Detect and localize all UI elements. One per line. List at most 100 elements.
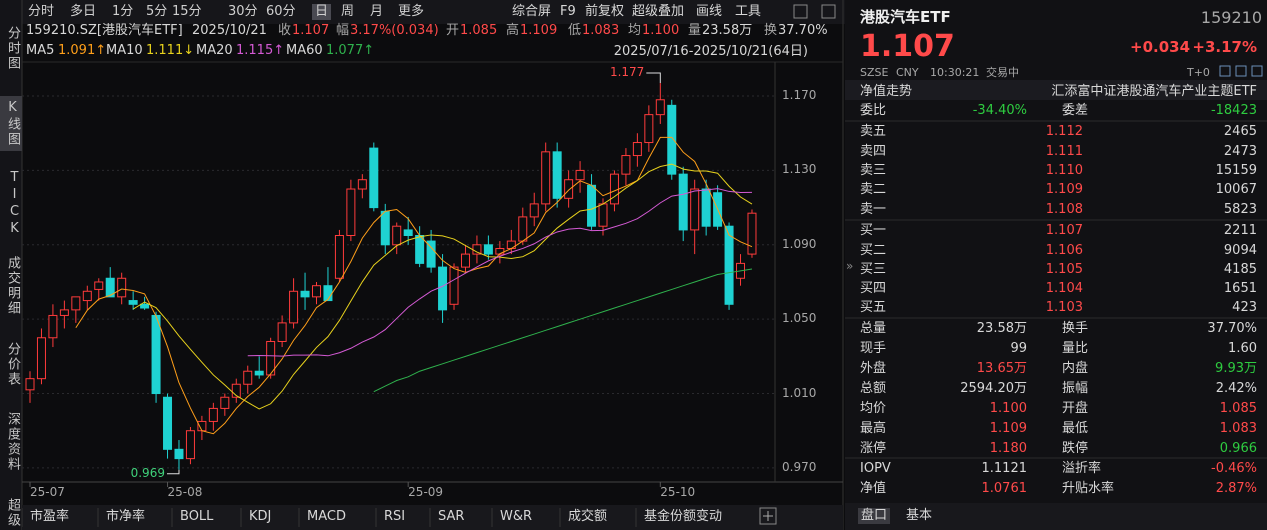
field-value: 1.109 [520, 23, 558, 38]
candle-body [575, 169, 585, 181]
candle-body [59, 309, 69, 316]
candle-body [25, 378, 35, 391]
stat-label: 委差 [1062, 103, 1089, 118]
field-value: 1.085 [460, 23, 498, 38]
timeframe-tab[interactable]: 周 [341, 4, 355, 19]
book-volume: 5823 [1223, 202, 1257, 217]
side-tab[interactable]: 分时图 [5, 26, 20, 71]
candle-body [163, 396, 173, 450]
y-tick-label: 1.090 [782, 236, 817, 251]
timeframe-tab[interactable]: 日 [312, 4, 332, 20]
field-value: 3.17%(0.034) [350, 23, 439, 38]
field-value: 37.70% [778, 23, 828, 38]
side-tab[interactable]: 深度资料 [5, 412, 20, 472]
panel-icon[interactable] [1251, 65, 1263, 77]
candle-body [724, 225, 734, 305]
stat-label: 跌停 [1062, 441, 1089, 456]
timeframe-tab[interactable]: 5分 [146, 4, 168, 19]
book-level: 卖四 [860, 144, 887, 159]
add-tab-button[interactable] [759, 507, 777, 525]
collapse-arrow[interactable]: » [846, 259, 853, 273]
toolbar-icon[interactable] [821, 4, 836, 19]
timeframe-tab[interactable]: 月 [370, 4, 384, 19]
timeframe-tab[interactable]: 60分 [266, 4, 296, 19]
panel-icon[interactable] [1219, 65, 1231, 77]
toolbar-button[interactable]: 画线 [696, 4, 723, 19]
stat-label: 换手 [1062, 321, 1089, 336]
candle-body [621, 155, 631, 175]
timeframe-tab[interactable]: 多日 [70, 4, 97, 19]
candle-body [529, 203, 539, 218]
indicator-tab[interactable]: RSI [384, 509, 406, 524]
indicator-tab[interactable]: 成交额 [568, 509, 608, 524]
field-value: 1.100 [642, 23, 680, 38]
book-level: 买三 [860, 262, 887, 277]
side-tab[interactable]: K线图 [0, 96, 22, 151]
indicator-tab[interactable]: 市净率 [106, 509, 146, 524]
candle-body [483, 244, 493, 255]
indicator-tab[interactable]: SAR [438, 509, 465, 524]
candle-body [644, 114, 654, 144]
side-tab[interactable]: 分价表 [5, 342, 20, 387]
candle-body [518, 216, 528, 242]
candle-body [655, 99, 665, 116]
timeframe-tab[interactable]: 1分 [112, 4, 134, 19]
x-tick-label: 25-08 [167, 485, 203, 499]
candle-body [300, 290, 310, 298]
x-tick-label: 25-10 [660, 485, 696, 499]
toolbar-button[interactable]: 工具 [735, 4, 762, 19]
toolbar-button[interactable]: 超级叠加 [632, 4, 685, 19]
candle-body [460, 253, 470, 268]
field-value: 1.083 [582, 23, 620, 38]
indicator-tab[interactable]: BOLL [180, 509, 214, 524]
stat-label: 委比 [860, 103, 887, 118]
stat-value: 0.966 [1219, 441, 1257, 456]
candle-body [632, 142, 642, 157]
candle-body [71, 296, 81, 311]
book-level: 卖五 [860, 124, 887, 139]
panel-icon[interactable] [1235, 65, 1247, 77]
stat-value: 37.70% [1207, 321, 1257, 336]
ma-name: MA20 [196, 43, 233, 58]
stat-value: 2594.20万 [960, 381, 1027, 396]
timeframe-tab[interactable]: 分时 [28, 4, 55, 19]
stat-value: 9.93万 [1215, 361, 1257, 376]
book-price: 1.110 [1045, 163, 1083, 178]
book-price: 1.112 [1045, 124, 1083, 139]
panel-tab[interactable]: 盘口 [858, 508, 891, 524]
indicator-tab[interactable]: W&R [500, 509, 533, 524]
candle-body [426, 240, 436, 268]
stat-value: 1.109 [989, 421, 1027, 436]
field-label: 均 [628, 23, 642, 38]
timeframe-tab[interactable]: 30分 [228, 4, 258, 19]
indicator-tab[interactable]: 基金份额变动 [644, 509, 723, 524]
indicator-tab[interactable]: 市盈率 [30, 509, 70, 524]
side-tab[interactable]: TICK [7, 170, 22, 238]
stat-value: 1.1121 [981, 461, 1028, 476]
candle-body [380, 210, 390, 246]
candle-body [82, 290, 92, 302]
toolbar-button[interactable]: 前复权 [585, 4, 625, 19]
nav-trend[interactable]: 净值走势 [860, 84, 913, 99]
timeframe-tab[interactable]: 15分 [172, 4, 202, 19]
last-price: 1.107 [860, 29, 955, 64]
toolbar-icon[interactable] [793, 4, 808, 19]
security-code: 159210 [1200, 8, 1262, 27]
candle-body [346, 188, 356, 236]
toolbar-button[interactable]: F9 [560, 4, 576, 19]
timeframe-tab[interactable]: 更多 [398, 4, 425, 19]
panel-tab[interactable]: 基本 [906, 508, 933, 523]
candle-body [392, 225, 402, 246]
indicator-tab[interactable]: MACD [307, 509, 346, 524]
book-volume: 10067 [1215, 182, 1257, 197]
side-tab[interactable]: 成交明细 [5, 256, 20, 316]
ma-value: 1.091↑ [58, 43, 107, 58]
side-tab[interactable]: 超级 [5, 498, 20, 528]
ma-line [132, 163, 753, 410]
toolbar-button[interactable]: 综合屏 [512, 4, 552, 19]
field-label: 换 [764, 23, 778, 38]
indicator-tab[interactable]: KDJ [249, 509, 272, 524]
candle-body [266, 340, 276, 376]
ma-value: 1.077↑ [326, 43, 375, 58]
book-price: 1.107 [1045, 223, 1083, 238]
